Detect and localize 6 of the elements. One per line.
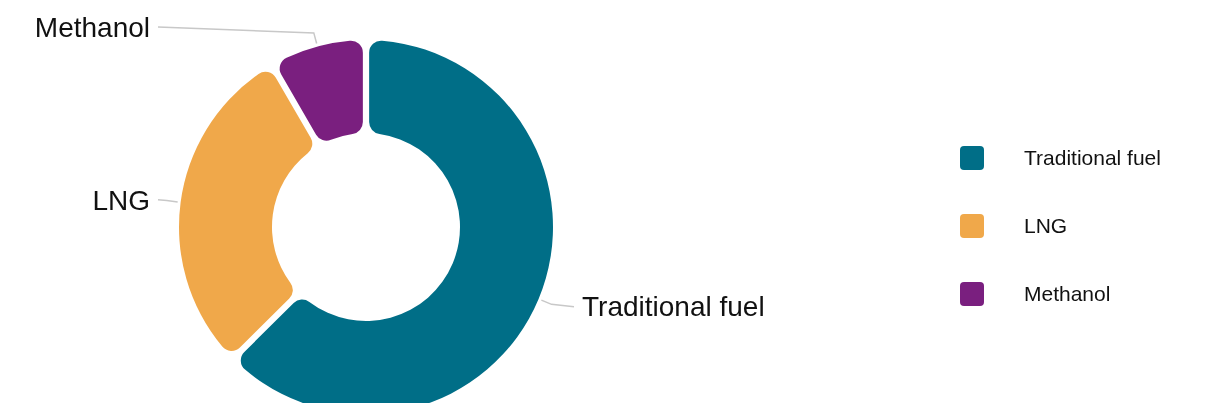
legend-label: Methanol <box>1024 282 1111 306</box>
slice-label: Methanol <box>34 11 150 43</box>
slice-label: Traditional fuel <box>582 291 765 323</box>
legend-label: Traditional fuel <box>1024 146 1161 170</box>
legend-label: LNG <box>1024 214 1068 238</box>
slice-label: LNG <box>92 184 150 216</box>
